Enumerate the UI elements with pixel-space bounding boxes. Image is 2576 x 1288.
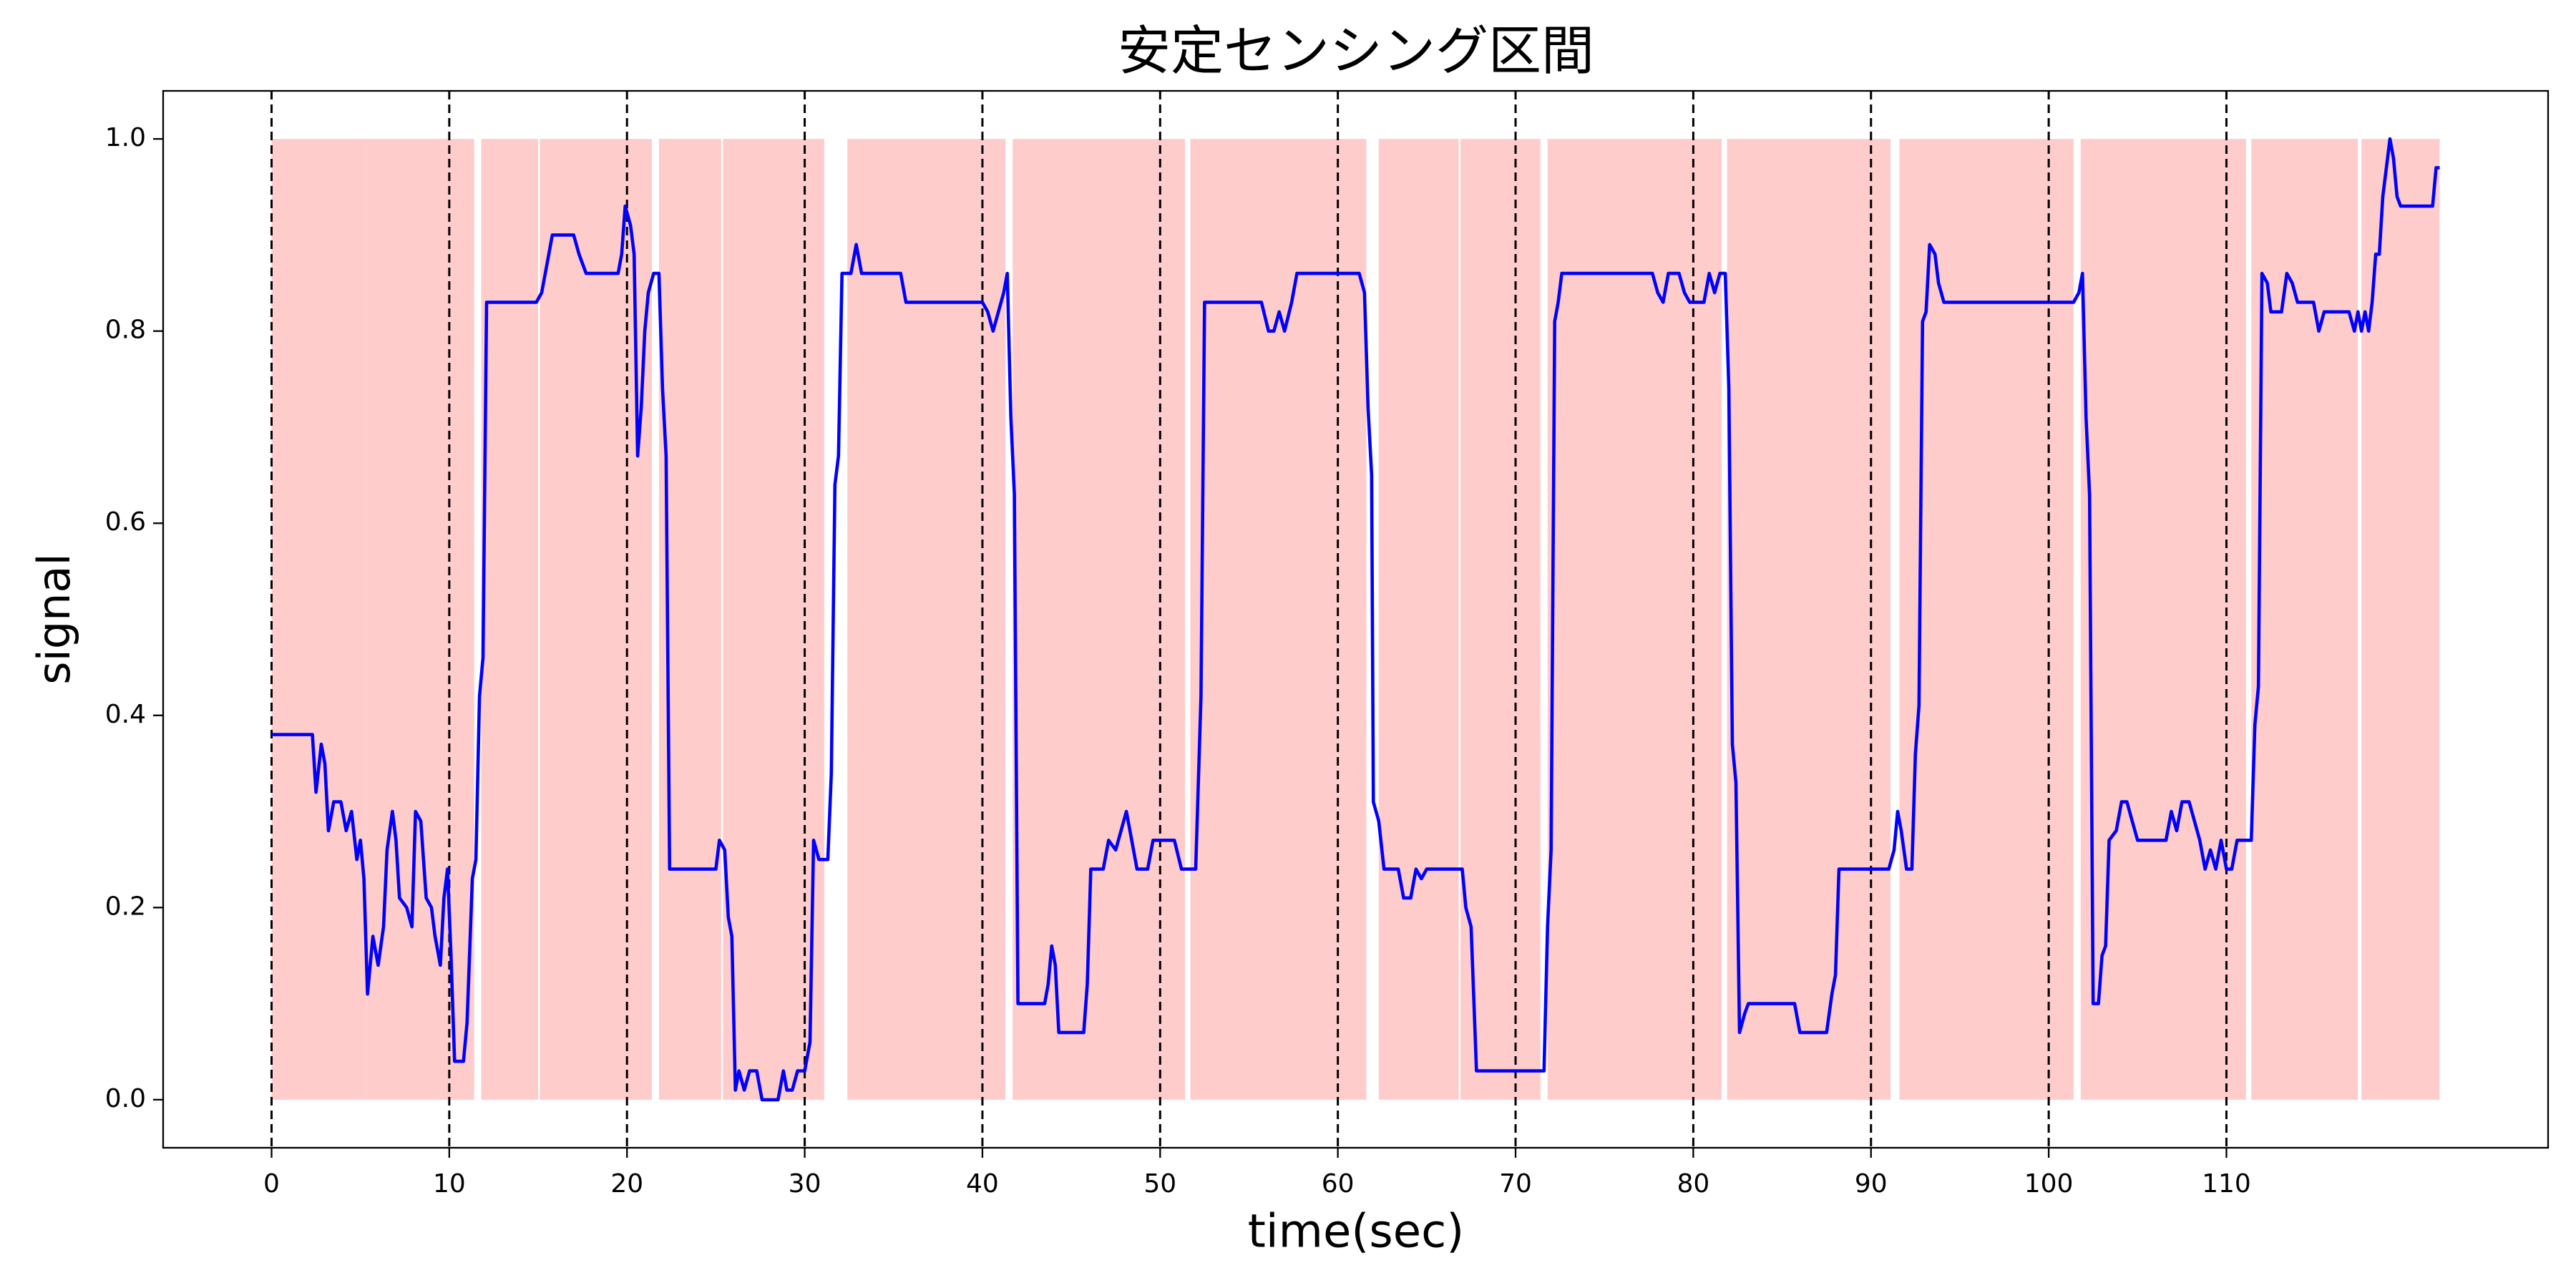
plot-frame bbox=[162, 89, 2550, 1149]
chart-title: 安定センシング区間 bbox=[1118, 21, 1594, 82]
stable-span bbox=[1899, 139, 2074, 1100]
stable-span bbox=[658, 139, 721, 1100]
x-tick-label: 10 bbox=[433, 1169, 466, 1199]
stable-span bbox=[2361, 139, 2440, 1100]
x-tick-label: 40 bbox=[966, 1169, 999, 1199]
y-axis-label: signal bbox=[28, 553, 80, 684]
stable-span bbox=[1460, 139, 1541, 1100]
stable-span bbox=[1727, 139, 1891, 1100]
y-tick-label: 0.2 bbox=[105, 892, 146, 921]
y-tick-label: 1.0 bbox=[105, 123, 146, 152]
x-tick-label: 80 bbox=[1677, 1169, 1709, 1199]
stable-span bbox=[366, 139, 474, 1100]
stable-span bbox=[723, 139, 824, 1100]
x-tick-label: 30 bbox=[789, 1169, 821, 1199]
x-axis-label: time(sec) bbox=[1248, 1206, 1464, 1259]
x-tick-label: 110 bbox=[2202, 1169, 2251, 1199]
x-tick-label: 70 bbox=[1499, 1169, 1532, 1199]
x-tick-label: 20 bbox=[610, 1169, 643, 1199]
stable-span bbox=[271, 139, 366, 1100]
stable-span bbox=[2080, 139, 2246, 1100]
x-tick-label: 100 bbox=[2024, 1169, 2074, 1199]
y-tick-label: 0.4 bbox=[105, 700, 146, 729]
x-tick-label: 60 bbox=[1322, 1169, 1355, 1199]
x-tick-label: 90 bbox=[1855, 1169, 1888, 1199]
stable-span bbox=[1378, 139, 1459, 1100]
signal-line bbox=[271, 137, 2440, 1102]
y-tick-label: 0.6 bbox=[105, 507, 146, 537]
stable-span bbox=[1190, 139, 1367, 1100]
x-tick-label: 0 bbox=[263, 1169, 280, 1199]
stable-span bbox=[847, 139, 1006, 1100]
x-tick-label: 50 bbox=[1143, 1169, 1176, 1199]
y-tick-label: 0.8 bbox=[105, 316, 146, 345]
stable-span bbox=[540, 139, 652, 1100]
y-tick-label: 0.0 bbox=[105, 1084, 146, 1113]
stable-span bbox=[481, 139, 539, 1100]
stable-span bbox=[1013, 139, 1186, 1100]
stable-span bbox=[1547, 139, 1722, 1100]
